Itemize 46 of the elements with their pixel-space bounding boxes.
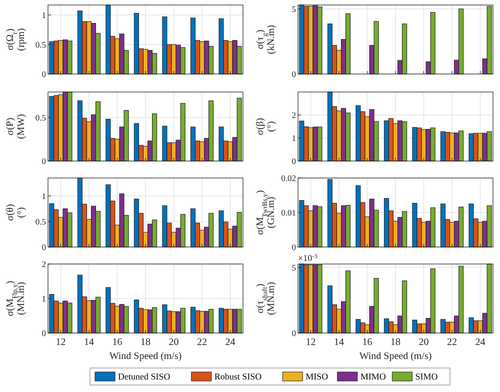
y-tick-label: 0: [42, 242, 46, 252]
x-axis-title: Wind Speed (m/s): [109, 351, 182, 362]
x-tick-label: 14: [84, 337, 94, 348]
y-tick-label: 0.5: [35, 216, 46, 226]
y-tick-label: 0.01: [281, 207, 296, 218]
x-tick-label: 14: [334, 337, 344, 348]
y-axis-title: σ(θ) (°): [5, 204, 27, 221]
x-tick-label: 20: [418, 337, 429, 348]
y-tick-label: 0: [42, 328, 46, 338]
y-axis-title: σ(β) (°): [255, 118, 277, 136]
y-tick-label: 0: [42, 156, 46, 166]
legend-label: Robust SISO: [214, 372, 262, 382]
x-tick-label: 18: [390, 337, 400, 348]
y-tick-label: 5: [292, 4, 296, 14]
x-tick-label: 12: [56, 337, 66, 348]
y-tick-label: 0: [292, 68, 296, 79]
y-tick-label: 0: [292, 156, 296, 166]
x-tick-label: 22: [447, 337, 458, 348]
y-tick-label: 2: [292, 110, 296, 120]
x-axis-title: Wind Speed (m/s): [359, 351, 432, 362]
legend-label: MISO: [306, 372, 329, 382]
y-tick-label: 1: [292, 132, 296, 143]
y-tick-label: 0: [42, 68, 46, 79]
y-tick-label: 1: [42, 10, 46, 20]
x-tick-label: 12: [306, 337, 316, 348]
x-tick-label: 24: [475, 337, 486, 348]
x-tick-label: 18: [140, 337, 150, 348]
x-tick-label: 16: [362, 337, 372, 348]
y-tick-label: 0.5: [35, 112, 46, 122]
y-tick-label: 5: [292, 262, 296, 272]
y-tick-label: 2: [42, 258, 46, 269]
y-axis-title: σ(P) (MW): [5, 114, 27, 139]
x-tick-label: 24: [225, 337, 236, 348]
y-tick-label: 0.5: [35, 39, 46, 50]
x-tick-label: 16: [112, 337, 122, 348]
legend-label: MIMO: [360, 372, 386, 382]
y-tick-label: 0: [292, 328, 296, 338]
x-tick-label: 20: [168, 337, 179, 348]
y-tick-label: 0: [292, 242, 296, 252]
legend-label: SIMO: [415, 372, 438, 382]
text: ×10$^{-3}$: [298, 252, 318, 263]
legend-label: Detuned SISO: [118, 372, 171, 382]
y-tick-label: 1: [42, 190, 46, 201]
y-tick-label: 0.02: [281, 172, 296, 183]
x-tick-label: 22: [197, 337, 208, 348]
y-tick-label: 1: [42, 293, 46, 304]
